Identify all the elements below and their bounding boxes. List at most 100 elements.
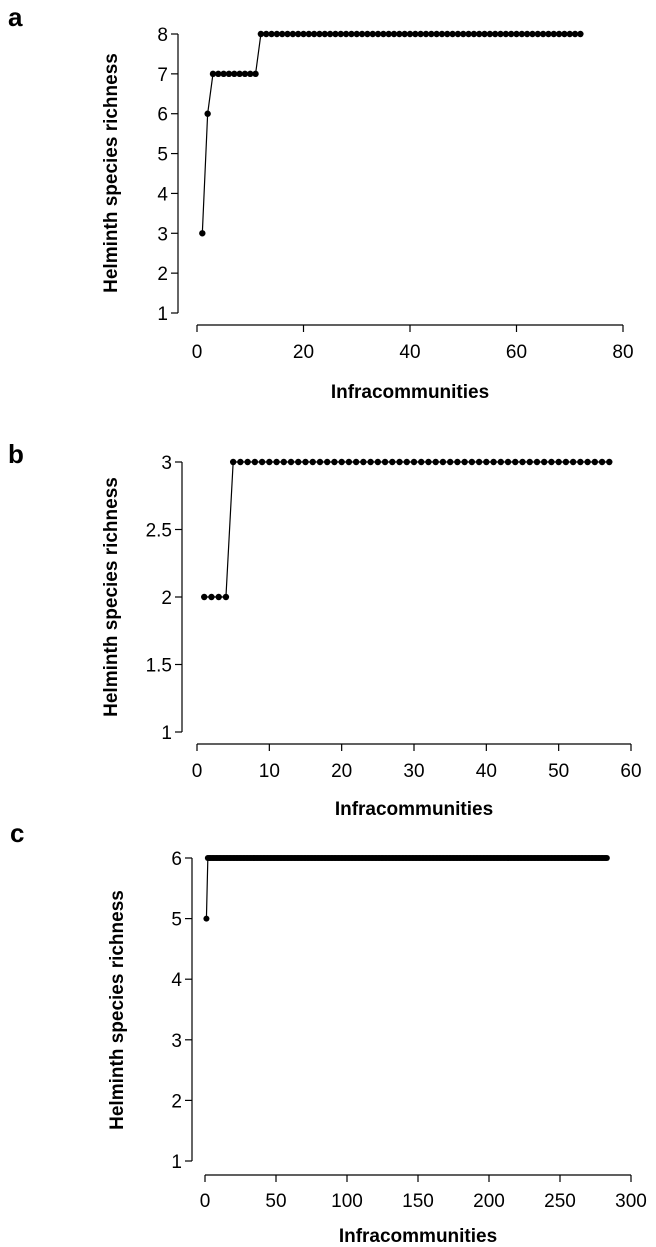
- x-tick-label: 40: [399, 342, 420, 363]
- data-point: [486, 30, 494, 38]
- data-point: [257, 30, 265, 38]
- y-tick-label: 1: [157, 304, 168, 325]
- y-tick-label: 3: [157, 224, 168, 245]
- data-point: [461, 458, 468, 466]
- data-point: [252, 70, 259, 78]
- data-point: [342, 30, 350, 38]
- chart-panel-a: a 0 20 40 60 80 Infracommunities 1 2 3 4 5 6 7 8 Helmin…: [8, 2, 634, 403]
- data-point: [584, 458, 591, 466]
- data-point: [237, 458, 244, 466]
- data-point: [428, 30, 435, 38]
- data-point: [433, 30, 440, 38]
- series-line: [201, 33, 581, 234]
- data-point: [244, 458, 251, 466]
- data-point: [529, 30, 536, 38]
- data-point: [550, 30, 557, 38]
- data-point: [289, 30, 297, 38]
- x-tick-label: 60: [620, 761, 641, 782]
- data-point: [203, 915, 210, 922]
- data-point: [513, 30, 520, 38]
- data-point: [403, 458, 410, 466]
- y-tick-label: 6: [171, 849, 182, 870]
- panel-letter: c: [10, 818, 24, 848]
- data-point: [571, 30, 579, 38]
- data-point: [324, 458, 331, 466]
- data-point: [273, 30, 281, 38]
- data-point: [518, 30, 526, 38]
- data-point: [566, 30, 573, 38]
- x-tick-label: 40: [476, 761, 497, 782]
- x-tick-label: 50: [265, 1191, 286, 1212]
- data-point: [273, 458, 280, 466]
- y-tick-label: 1: [171, 1152, 182, 1173]
- data-point: [438, 30, 446, 38]
- data-point: [548, 458, 555, 466]
- x-tick-label: 0: [200, 1191, 211, 1212]
- y-tick-label: 4: [157, 184, 168, 205]
- data-point: [201, 593, 208, 601]
- data-point: [432, 458, 439, 466]
- data-point: [460, 30, 467, 38]
- data-point: [410, 458, 418, 466]
- data-point: [204, 110, 211, 117]
- data-point: [222, 593, 230, 601]
- data-point: [241, 70, 249, 78]
- chart-panel-c: c 0 50 100 150 200 250 300 Infracommunities 1 2 3 4 5…: [10, 818, 647, 1247]
- data-point: [504, 458, 512, 466]
- data-point: [444, 30, 451, 38]
- data-point: [284, 30, 291, 38]
- data-point: [562, 458, 570, 466]
- y-tick-label: 8: [157, 25, 168, 46]
- y-tick-label: 3: [171, 1031, 182, 1052]
- data-point: [215, 70, 222, 78]
- data-point: [502, 30, 510, 38]
- data-point: [337, 30, 344, 38]
- data-point: [569, 458, 577, 466]
- data-point: [390, 30, 398, 38]
- data-point: [369, 30, 376, 38]
- data-point: [280, 458, 287, 466]
- y-tick-label: 6: [157, 105, 168, 126]
- data-point: [380, 30, 387, 38]
- data-point: [533, 458, 541, 466]
- data-point: [396, 30, 403, 38]
- x-tick-label: 10: [259, 761, 280, 782]
- data-point: [220, 70, 227, 78]
- data-point: [412, 30, 419, 38]
- data-point: [555, 30, 563, 38]
- data-point: [561, 30, 568, 38]
- data-point: [512, 458, 519, 466]
- chart-panel-b: b 0 10 20 30 40 50 60 Infracommunities 1 1.5 2 2.5 3 H…: [8, 439, 642, 820]
- data-point: [591, 458, 599, 466]
- data-point: [475, 458, 483, 466]
- data-point: [385, 30, 392, 38]
- data-point: [425, 458, 432, 466]
- data-point: [470, 30, 478, 38]
- x-axis-title: Infracommunities: [335, 799, 493, 820]
- data-point: [251, 458, 259, 466]
- x-tick-label: 100: [331, 1191, 363, 1212]
- y-tick-label: 3: [161, 453, 172, 474]
- y-tick-label: 2: [161, 588, 172, 609]
- data-point: [229, 458, 237, 466]
- data-point: [401, 30, 408, 38]
- data-point: [439, 458, 447, 466]
- x-tick-label: 30: [403, 761, 424, 782]
- data-point: [468, 458, 476, 466]
- data-point: [338, 458, 345, 466]
- data-point: [305, 30, 313, 38]
- y-tick-label: 1: [161, 723, 172, 744]
- data-point: [300, 30, 307, 38]
- data-point: [497, 458, 504, 466]
- data-point: [258, 458, 266, 466]
- data-point: [302, 458, 309, 466]
- x-tick-label: 0: [192, 342, 203, 363]
- data-point: [374, 458, 382, 466]
- data-point: [539, 30, 547, 38]
- data-point: [236, 70, 243, 78]
- x-tick-label: 60: [506, 342, 527, 363]
- x-tick-label: 20: [293, 342, 314, 363]
- data-point: [481, 30, 488, 38]
- data-point: [555, 458, 562, 466]
